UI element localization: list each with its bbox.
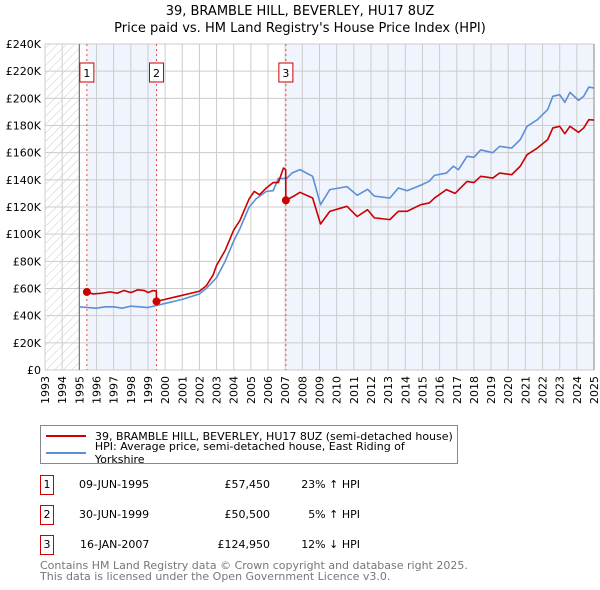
sale-label-box <box>79 62 95 83</box>
transaction-date: 16-JAN-2007 <box>80 538 150 551</box>
sale-label-3: 3 <box>282 67 289 80</box>
footer-licence: This data is licensed under the Open Gov… <box>40 570 391 583</box>
x-tick-label: 2022 <box>537 376 550 404</box>
chart-subtitle: Price paid vs. HM Land Registry's House … <box>114 21 486 36</box>
transaction-price: £50,500 <box>224 508 271 521</box>
property-price-line <box>86 118 595 303</box>
x-tick-label: 2014 <box>399 376 412 404</box>
x-tick-label: 1997 <box>108 376 121 404</box>
x-tick-label: 2012 <box>365 376 378 404</box>
x-tick-label: 2019 <box>485 376 498 404</box>
y-tick-label: £80K <box>13 255 42 268</box>
x-tick-label: 2007 <box>279 376 292 404</box>
price-chart: 1993 1994 1995 1996 1997 1998 1999 2000 2001 2002… <box>6 38 600 404</box>
y-tick-label: £40K <box>13 310 42 323</box>
x-tick-label: 2006 <box>262 376 275 404</box>
sale-label-box <box>278 62 294 83</box>
x-tick-label: 1993 <box>39 376 52 404</box>
x-tick-label: 2023 <box>554 376 567 404</box>
sale-point <box>281 196 290 205</box>
y-tick-label: £180K <box>6 120 42 133</box>
x-tick-label: 2004 <box>228 376 241 404</box>
x-tick-label: 2011 <box>348 376 361 404</box>
legend: 39, BRAMBLE HILL, BEVERLEY, HU17 8UZ (se… <box>40 425 458 466</box>
x-tick-label: 2020 <box>502 376 515 404</box>
legend-swatch-red <box>46 435 86 437</box>
x-tick-label: 2002 <box>193 376 206 404</box>
transaction-number: 3 <box>40 535 54 555</box>
y-tick-label: £60K <box>13 283 42 296</box>
x-tick-label: 2025 <box>588 376 600 404</box>
transaction-number: 1 <box>40 475 54 495</box>
y-tick-label: £140K <box>6 174 42 187</box>
transaction-date: 30-JUN-1999 <box>79 508 150 521</box>
transaction-hpi-delta: 5% ↑ HPI <box>308 508 360 521</box>
x-tick-label: 1998 <box>125 376 138 404</box>
y-tick-label: £220K <box>6 65 42 78</box>
legend-item-hpi: HPI: Average price, semi-detached house,… <box>46 440 457 466</box>
y-tick-label: £120K <box>6 201 42 214</box>
x-tick-label: 2010 <box>331 376 344 404</box>
footer-copyright: Contains HM Land Registry data © Crown c… <box>40 559 468 572</box>
x-tick-label: 1994 <box>56 376 69 404</box>
x-tick-label: 2024 <box>571 376 584 404</box>
x-tick-label: 2017 <box>451 376 464 404</box>
x-tick-label: 2016 <box>434 376 447 404</box>
x-tick-label: 2015 <box>416 376 429 404</box>
legend-label-hpi: HPI: Average price, semi-detached house,… <box>94 440 405 466</box>
x-tick-label: 2000 <box>159 376 172 404</box>
transaction-price: £57,450 <box>224 478 271 491</box>
x-tick-label: 2005 <box>245 376 258 404</box>
x-tick-label: 2001 <box>176 376 189 404</box>
x-tick-label: 2021 <box>519 376 532 404</box>
sale-label-2: 2 <box>153 67 160 80</box>
sale-label-1: 1 <box>83 67 90 80</box>
y-tick-label: £20K <box>13 337 42 350</box>
y-tick-label: £240K <box>6 38 42 51</box>
x-tick-label: 2009 <box>314 376 327 404</box>
chart-title: 39, BRAMBLE HILL, BEVERLEY, HU17 8UZ <box>165 4 435 19</box>
sale-point <box>82 287 91 296</box>
y-tick-label: £0 <box>27 364 41 377</box>
legend-label-property: 39, BRAMBLE HILL, BEVERLEY, HU17 8UZ (se… <box>95 429 453 443</box>
x-tick-label: 2003 <box>211 376 224 404</box>
x-tick-label: 2018 <box>468 376 481 404</box>
hpi-line <box>79 86 595 309</box>
x-tick-label: 1995 <box>73 376 86 404</box>
y-tick-label: £160K <box>6 147 42 160</box>
transaction-hpi-delta: 12% ↓ HPI <box>301 538 360 551</box>
legend-swatch-blue <box>46 452 86 454</box>
y-tick-label: £200K <box>6 92 42 105</box>
sale-label-box <box>149 62 165 83</box>
x-tick-label: 1996 <box>90 376 103 404</box>
y-tick-label: £100K <box>6 228 42 241</box>
legend-item-property: 39, BRAMBLE HILL, BEVERLEY, HU17 8UZ (se… <box>46 428 453 444</box>
transaction-number: 2 <box>40 505 54 525</box>
x-tick-label: 2013 <box>382 376 395 404</box>
transaction-date: 09-JUN-1995 <box>79 478 150 491</box>
x-tick-label: 2008 <box>296 376 309 404</box>
sale-point <box>152 297 161 306</box>
x-tick-label: 1999 <box>142 376 155 404</box>
transaction-hpi-delta: 23% ↑ HPI <box>301 478 360 491</box>
transaction-price: £124,950 <box>217 538 271 551</box>
